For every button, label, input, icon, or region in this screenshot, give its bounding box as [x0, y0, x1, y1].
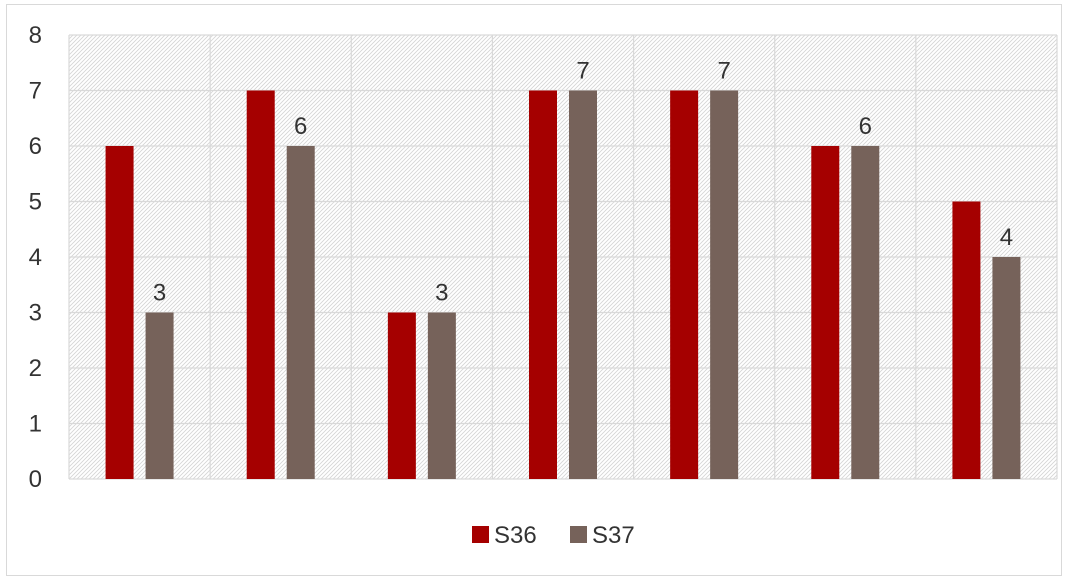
data-label-s37-7: 4	[1000, 224, 1013, 251]
bar-s37-7	[992, 257, 1021, 479]
bar-s36-2	[246, 90, 275, 479]
y-tick-label: 4	[29, 244, 42, 271]
bar-s36-3	[387, 312, 416, 479]
bar-s36-6	[811, 146, 840, 479]
bar-s36-4	[529, 90, 557, 479]
bar-s37-3	[427, 312, 456, 479]
bar-s37-2	[286, 146, 315, 479]
data-label-s37-1: 3	[153, 280, 166, 307]
bar-s36-5	[670, 90, 699, 479]
data-label-s37-4: 7	[576, 58, 589, 85]
legend-swatch-s37	[570, 526, 587, 543]
data-label-s37-6: 6	[859, 113, 872, 140]
legend: S36 S37	[472, 522, 635, 549]
legend-label-s36: S36	[494, 522, 537, 549]
y-tick-label: 0	[29, 466, 42, 493]
legend-label-s37: S37	[592, 522, 635, 549]
y-axis: 0 1 2 3 4 5 6 7 8	[29, 22, 42, 493]
data-label-s37-3: 3	[435, 280, 448, 307]
data-labels: 3 6 3 7 7 6 4	[153, 58, 1013, 307]
bar-s36-1	[105, 146, 134, 479]
bars	[105, 90, 1021, 479]
y-tick-label: 7	[29, 78, 42, 105]
y-tick-label: 8	[29, 22, 42, 49]
data-label-s37-5: 7	[717, 58, 730, 85]
data-label-s37-2: 6	[294, 113, 307, 140]
legend-swatch-s36	[472, 526, 489, 543]
bar-s37-6	[851, 146, 880, 479]
y-tick-label: 6	[29, 133, 42, 160]
bar-s37-4	[569, 90, 597, 479]
gridlines	[68, 34, 1058, 480]
y-tick-label: 1	[29, 411, 42, 438]
y-tick-label: 2	[29, 355, 42, 382]
bar-s36-7	[952, 201, 981, 479]
bar-s37-1	[145, 312, 174, 479]
y-tick-label: 5	[29, 189, 42, 216]
y-tick-label: 3	[29, 300, 42, 327]
bar-s37-5	[710, 90, 739, 479]
